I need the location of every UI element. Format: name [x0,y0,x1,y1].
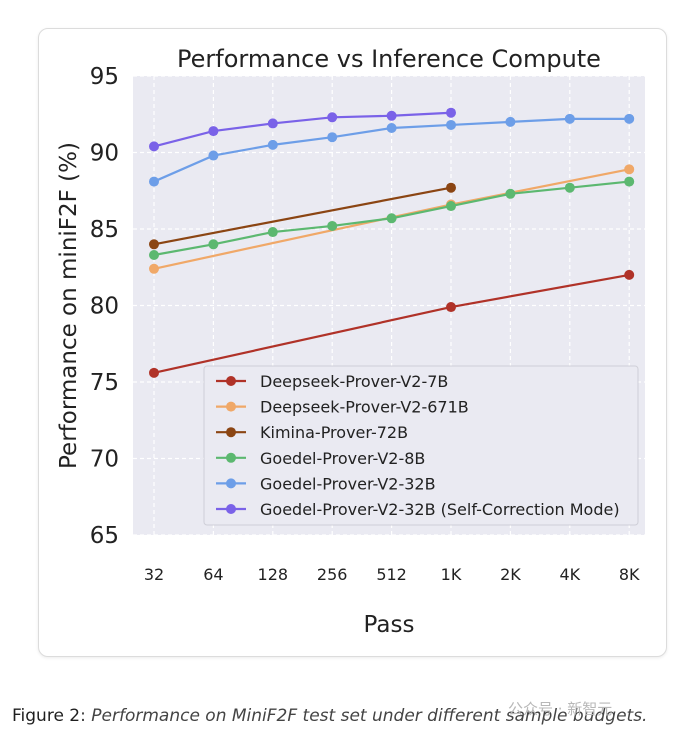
legend-label: Goedel-Prover-V2-8B [260,449,425,468]
data-point [149,263,159,274]
data-point [446,201,456,212]
data-point [446,107,456,118]
caption-text: Performance on MiniF2F test set under di… [91,706,648,726]
data-point [505,116,516,127]
data-point [267,118,278,129]
x-tick-label: 2K [500,565,521,584]
y-axis-label: Performance on miniF2F (%) [56,142,82,469]
watermark-text: 公众号 · 新智元 [508,700,613,718]
y-tick-label: 65 [90,523,119,549]
legend-marker [226,478,236,489]
legend-label: Kimina-Prover-72B [260,423,408,442]
data-point [267,227,278,238]
data-point [149,367,159,378]
caption-label: Figure 2 [12,706,81,726]
data-point [624,164,635,175]
x-tick-label: 8K [619,565,640,584]
figure-caption: Figure 2: Performance on MiniF2F test se… [12,706,699,726]
data-point [446,119,456,130]
data-point [505,188,516,199]
legend-label: Deepseek-Prover-V2-7B [260,372,448,391]
y-tick-label: 75 [90,370,119,396]
legend-marker [226,376,236,386]
data-point [446,182,456,193]
legend-marker [226,427,236,438]
series-line [153,186,452,246]
data-point [327,220,338,231]
legend-box [203,365,639,526]
data-point [149,250,159,261]
data-point [149,141,159,152]
line-chart: 65 70 75 80 85 90 95 32 64 128 256 512 1K 2K 4K 8K Perfo… [56,45,645,638]
legend-marker [226,452,236,463]
legend-label: Deepseek-Prover-V2-671B [260,398,469,417]
data-point [624,269,635,280]
y-tick-label: 85 [90,217,119,243]
data-point [267,139,278,150]
data-point [564,113,575,124]
x-tick-label: 32 [144,565,164,584]
data-point [327,112,338,123]
legend-label: Goedel-Prover-V2-32B (Self-Correction Mo… [260,500,620,519]
legend-marker [226,504,236,514]
chart-title: Performance vs Inference Compute [177,45,601,73]
legend-marker [226,401,236,412]
data-point [564,182,575,193]
y-tick-label: 70 [90,447,119,473]
data-point [446,302,456,313]
caption-separator: : [80,706,92,726]
x-tick-label: 256 [317,565,348,584]
x-tick-label: 512 [376,565,407,584]
x-tick-label: 1K [441,565,462,584]
chart-card: 65 70 75 80 85 90 95 32 64 128 256 512 1K 2K 4K 8K Perfo… [38,28,667,657]
data-point [149,239,159,250]
legend-label: Goedel-Prover-V2-32B [260,474,436,493]
data-point [386,213,397,224]
x-tick-label: 64 [203,565,223,584]
x-axis-label: Pass [364,612,415,638]
y-tick-label: 95 [90,64,119,90]
x-tick-label: 128 [258,565,289,584]
x-tick-label: 4K [559,565,580,584]
y-tick-label: 90 [90,141,119,167]
y-tick-label: 80 [90,294,119,320]
data-point [624,176,635,187]
data-point [208,150,219,161]
data-point [208,126,219,137]
series-line [153,111,452,148]
data-point [386,123,397,134]
data-point [624,113,635,124]
data-point [386,110,397,121]
data-point [149,176,159,187]
data-point [208,239,219,250]
data-point [327,132,338,143]
